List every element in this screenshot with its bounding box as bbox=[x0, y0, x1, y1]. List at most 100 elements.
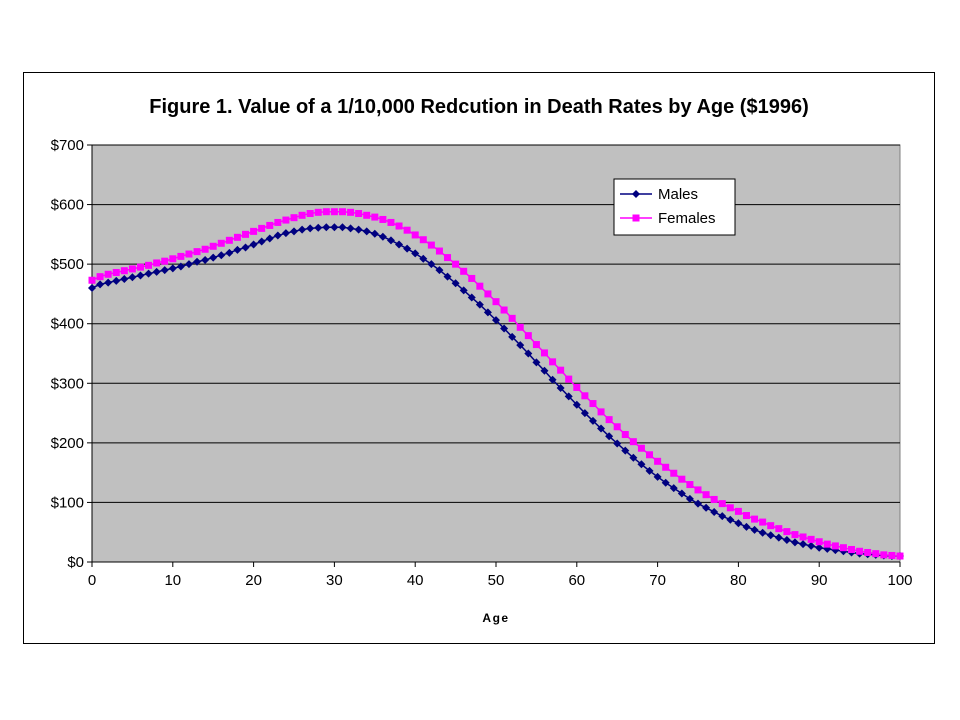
males-point bbox=[257, 237, 266, 246]
females-point bbox=[225, 236, 233, 244]
females-point bbox=[338, 208, 346, 216]
females-point bbox=[209, 242, 217, 250]
females-point bbox=[250, 227, 258, 235]
females-point bbox=[371, 213, 379, 221]
x-tick-label: 40 bbox=[407, 572, 424, 589]
males-point bbox=[831, 546, 840, 555]
males-point bbox=[217, 251, 226, 260]
males-point bbox=[290, 227, 298, 236]
females-point bbox=[888, 551, 896, 559]
males-point bbox=[403, 244, 412, 253]
females-point bbox=[282, 216, 290, 224]
males-point bbox=[734, 519, 743, 528]
x-tick-label: 60 bbox=[568, 572, 585, 589]
females-point bbox=[532, 341, 540, 349]
x-tick-label: 30 bbox=[326, 572, 343, 589]
females-point bbox=[791, 531, 799, 539]
males-point bbox=[459, 286, 468, 295]
y-tick-label: $300 bbox=[51, 375, 84, 392]
males-point bbox=[790, 538, 799, 547]
males-point bbox=[193, 257, 202, 266]
series-males bbox=[88, 223, 904, 561]
females-point bbox=[597, 408, 605, 416]
males-point bbox=[435, 266, 444, 275]
y-tick-label: $600 bbox=[51, 197, 84, 214]
females-point bbox=[646, 451, 654, 459]
females-point bbox=[654, 457, 662, 465]
x-tick-label: 100 bbox=[887, 572, 912, 589]
chart: Figure 1. Value of a 1/10,000 Redcution … bbox=[51, 96, 913, 625]
females-point bbox=[435, 247, 443, 255]
chart-title: Figure 1. Value of a 1/10,000 Redcution … bbox=[149, 96, 808, 118]
males-point bbox=[839, 547, 848, 556]
females-point bbox=[322, 208, 330, 216]
females-point bbox=[621, 431, 629, 439]
males-point bbox=[411, 249, 420, 258]
females-point bbox=[411, 231, 419, 239]
females-point bbox=[217, 239, 225, 247]
females-point bbox=[177, 252, 185, 260]
y-tick-label: $500 bbox=[51, 256, 84, 273]
females-point bbox=[387, 218, 395, 226]
males-point bbox=[443, 272, 452, 281]
females-point bbox=[637, 444, 645, 452]
females-point bbox=[128, 265, 136, 273]
males-point bbox=[637, 460, 646, 469]
females-point bbox=[524, 332, 532, 340]
females-point bbox=[169, 255, 177, 263]
females-point bbox=[112, 268, 120, 276]
females-point bbox=[831, 542, 839, 550]
legend-box bbox=[613, 178, 736, 236]
females-point bbox=[759, 518, 767, 526]
females-point bbox=[613, 423, 621, 431]
females-point bbox=[864, 548, 872, 556]
y-tick-label: $700 bbox=[51, 137, 84, 154]
females-point bbox=[379, 215, 387, 223]
females-point bbox=[347, 208, 355, 216]
females-point bbox=[880, 551, 888, 559]
females-point bbox=[306, 210, 314, 218]
females-point bbox=[718, 500, 726, 508]
females-point bbox=[96, 273, 104, 281]
males-point bbox=[807, 541, 816, 550]
males-point bbox=[306, 224, 315, 233]
females-point bbox=[104, 270, 112, 278]
females-point bbox=[678, 475, 686, 483]
males-point bbox=[597, 424, 606, 433]
males-point bbox=[710, 507, 719, 516]
females-point bbox=[573, 383, 581, 391]
females-point bbox=[403, 226, 411, 234]
legend-item-females: Females bbox=[620, 210, 716, 227]
males-point bbox=[782, 535, 791, 544]
males-point bbox=[621, 446, 630, 455]
females-point bbox=[476, 282, 484, 290]
males-point bbox=[500, 324, 509, 333]
x-tick-label: 80 bbox=[730, 572, 747, 589]
y-tick-label: $200 bbox=[51, 435, 84, 452]
females-point bbox=[492, 298, 500, 306]
y-tick-label: $400 bbox=[51, 316, 84, 333]
males-point bbox=[281, 229, 290, 238]
males-point bbox=[136, 271, 145, 280]
males-point bbox=[613, 439, 622, 448]
grid-lines bbox=[92, 144, 900, 503]
females-point bbox=[734, 507, 742, 515]
males-point bbox=[354, 225, 363, 234]
females-point bbox=[823, 540, 831, 548]
males-point bbox=[588, 416, 597, 425]
females-point bbox=[419, 236, 427, 244]
females-point bbox=[193, 248, 201, 256]
females-point bbox=[799, 533, 807, 541]
females-point bbox=[363, 211, 371, 219]
x-tick-label: 50 bbox=[488, 572, 505, 589]
males-point bbox=[249, 240, 258, 249]
males-point bbox=[758, 528, 767, 537]
females-point bbox=[185, 250, 193, 258]
males-point bbox=[96, 280, 105, 289]
females-point bbox=[565, 375, 573, 383]
females-point bbox=[670, 469, 678, 477]
males-point bbox=[564, 392, 573, 401]
males-point bbox=[378, 232, 387, 241]
males-point bbox=[580, 409, 589, 418]
males-point bbox=[548, 375, 557, 384]
